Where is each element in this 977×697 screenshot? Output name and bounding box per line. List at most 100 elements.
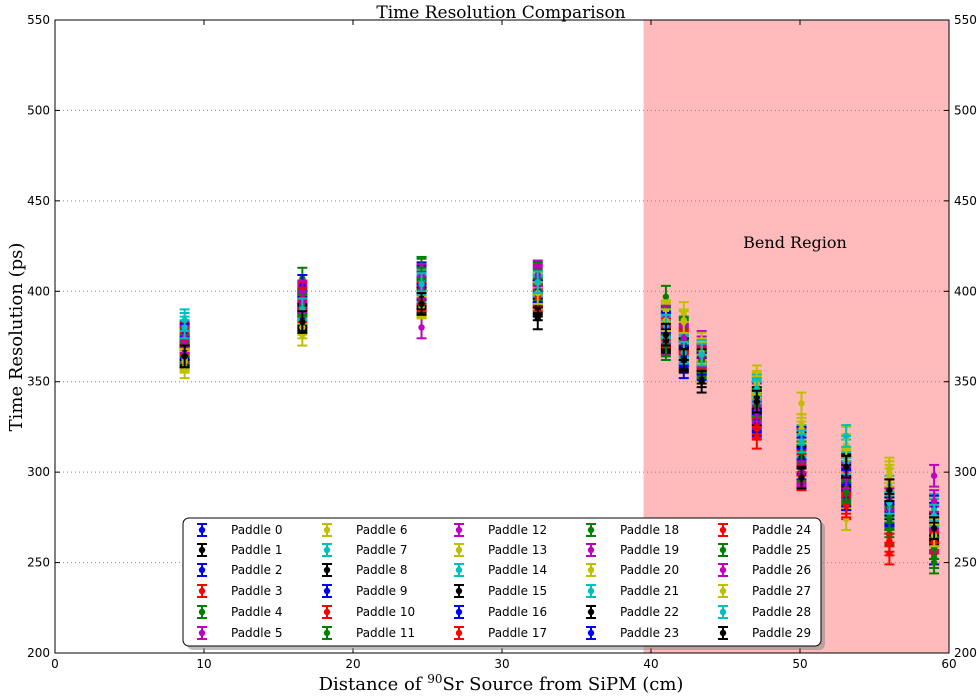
legend-swatch-point (198, 566, 206, 574)
data-point (753, 398, 760, 405)
legend-label: Paddle 3 (231, 584, 282, 598)
legend-swatch-point (455, 546, 463, 554)
legend-label: Paddle 20 (620, 563, 679, 577)
legend-label: Paddle 15 (488, 584, 547, 598)
x-tick-label: 30 (494, 657, 509, 671)
legend-entry: Paddle 14 (454, 563, 547, 577)
legend-swatch-point (323, 629, 331, 637)
legend-label: Paddle 25 (752, 543, 811, 557)
legend-label: Paddle 27 (752, 584, 811, 598)
legend-label: Paddle 19 (620, 543, 679, 557)
legend-entry: Paddle 12 (454, 523, 547, 537)
legend-label: Paddle 10 (356, 605, 415, 619)
legend-entry: Paddle 5 (197, 626, 282, 640)
y-tick-label-right: 450 (954, 194, 977, 208)
legend-label: Paddle 12 (488, 523, 547, 537)
legend-entry: Paddle 27 (718, 584, 811, 598)
data-point (418, 300, 425, 308)
bend-region-label: Bend Region (743, 233, 847, 252)
data-point (680, 356, 687, 364)
legend-entry: Paddle 19 (586, 543, 679, 557)
legend-swatch-point (198, 629, 206, 637)
legend-label: Paddle 29 (752, 626, 811, 640)
data-point (886, 514, 893, 521)
legend-label: Paddle 14 (488, 563, 547, 577)
data-point (534, 315, 541, 322)
x-tick-label: 0 (51, 657, 59, 671)
data-point (534, 279, 541, 286)
legend-swatch-point (455, 629, 463, 637)
data-point (930, 525, 938, 532)
data-point (753, 425, 760, 432)
legend-label: Paddle 5 (231, 626, 282, 640)
legend-entry: Paddle 13 (454, 543, 547, 557)
y-tick-label-left: 500 (27, 103, 50, 117)
series-paddle-29 (179, 292, 940, 541)
legend-swatch-point (719, 526, 727, 534)
data-point (798, 400, 805, 407)
x-tick-label: 60 (941, 657, 956, 671)
legend-swatch-point (323, 546, 331, 554)
legend-swatch-point (198, 587, 206, 595)
y-tick-label-right: 350 (954, 375, 977, 389)
legend-label: Paddle 9 (356, 584, 407, 598)
y-axis-label: Time Resolution (ps) (6, 243, 27, 432)
x-axis-label: Distance of 90Sr Source from SiPM (cm) (319, 672, 684, 695)
legend-swatch-point (198, 546, 206, 554)
legend-entry: Paddle 17 (454, 626, 547, 640)
legend-swatch-point (323, 608, 331, 616)
y-tick-label-right: 400 (954, 284, 977, 298)
legend-label: Paddle 4 (231, 605, 282, 619)
legend-label: Paddle 16 (488, 605, 547, 619)
y-tick-label-right: 250 (954, 556, 977, 570)
legend-swatch-point (719, 566, 727, 574)
legend-swatch-point (587, 526, 595, 534)
x-tick-label: 40 (643, 657, 658, 671)
x-tick-label: 10 (196, 657, 211, 671)
legend-entry: Paddle 1 (197, 543, 282, 557)
data-point (842, 488, 850, 496)
legend-entry: Paddle 26 (718, 563, 811, 577)
legend-box (182, 517, 822, 647)
legend-entry: Paddle 29 (718, 626, 811, 640)
legend-swatch-point (455, 526, 463, 534)
data-point (418, 324, 425, 331)
legend-swatch-point (198, 608, 206, 616)
legend-label: Paddle 0 (231, 523, 282, 537)
data-point (930, 497, 938, 505)
y-tick-label-right: 550 (954, 13, 977, 27)
legend-label: Paddle 17 (488, 626, 547, 640)
data-point (698, 351, 705, 358)
data-point (842, 503, 850, 510)
legend-swatch-point (719, 546, 727, 554)
chart-title: Time Resolution Comparison (376, 3, 625, 23)
data-point (181, 353, 188, 360)
legend-entry: Paddle 22 (586, 605, 679, 619)
legend-label: Paddle 26 (752, 563, 811, 577)
legend-entry: Paddle 7 (322, 543, 407, 557)
legend-swatch-point (587, 587, 595, 595)
y-tick-label-right: 500 (954, 103, 977, 117)
legend-entry: Paddle 6 (322, 523, 407, 537)
legend-swatch-point (587, 546, 595, 554)
legend-swatch-point (323, 566, 331, 574)
y-tick-label-left: 250 (27, 556, 50, 570)
data-point (886, 541, 893, 548)
legend-swatch-point (587, 566, 595, 574)
x-tick-label: 50 (792, 657, 807, 671)
y-tick-label-left: 550 (27, 13, 50, 27)
legend-entry: Paddle 18 (586, 523, 679, 537)
legend-swatch-point (719, 587, 727, 595)
data-point (930, 472, 938, 479)
y-tick-label-left: 350 (27, 375, 50, 389)
legend: Paddle 0 Paddle 1 Paddle 2 Paddle 3 Paddle 4… (182, 517, 825, 650)
legend-label: Paddle 2 (231, 563, 282, 577)
legend-swatch-point (587, 629, 595, 637)
legend-label: Paddle 1 (231, 543, 282, 557)
legend-label: Paddle 7 (356, 543, 407, 557)
legend-swatch-point (198, 526, 206, 534)
data-point (662, 331, 670, 338)
x-tick-label: 20 (345, 657, 360, 671)
legend-label: Paddle 22 (620, 605, 679, 619)
